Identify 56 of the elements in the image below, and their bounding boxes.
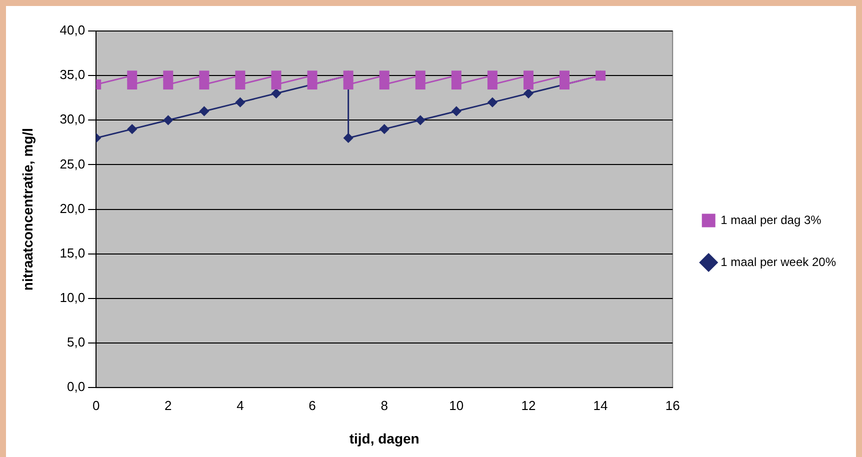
y-tick-label: 0,0 [67,379,86,394]
point [199,70,210,81]
point [379,80,390,90]
y-tick-label: 15,0 [60,245,86,260]
point [524,88,534,98]
x-tick-label: 4 [236,398,244,413]
x-tick-label: 2 [164,398,172,413]
point [163,70,174,81]
legend-label: 1 maal per dag 3% [720,212,822,227]
x-tick-label: 6 [308,398,316,413]
point [523,70,534,81]
point [127,124,137,134]
point [235,98,245,108]
y-tick-label: 25,0 [60,156,86,172]
point [451,80,462,90]
point [163,80,174,90]
y-axis-title: nitraatconcentratie, mg/l [19,128,36,291]
point [272,88,282,98]
y-tick-label: 35,0 [60,67,86,82]
point [307,70,318,81]
y-tick-label: 30,0 [60,112,86,127]
point [199,106,209,116]
x-tick-label: 8 [380,398,388,413]
point [416,115,426,125]
point [523,80,534,90]
point [451,70,462,81]
legend-label: 1 maal per week 20% [720,254,836,269]
x-tick-label: 12 [521,398,536,413]
point [560,70,570,81]
point [199,80,210,90]
point [127,70,138,81]
point [343,80,354,90]
point [271,80,282,90]
point [487,80,498,90]
x-tick-label: 0 [92,398,100,413]
y-tick-label: 40,0 [60,22,86,38]
point [452,106,462,116]
point [415,80,426,90]
x-axis-title: tijd, dagen [349,430,420,446]
y-tick-label: 5,0 [67,334,86,350]
point [163,115,173,125]
point [415,70,426,81]
x-tick-label: 16 [665,398,680,413]
point [344,133,354,143]
y-tick-label: 20,0 [60,200,86,216]
point [235,80,246,90]
y-tick-label: 10,0 [60,290,86,306]
x-tick-label: 14 [593,398,608,413]
point [380,124,390,134]
x-tick-label: 10 [449,398,464,413]
point [488,98,498,108]
point [127,80,138,90]
point [235,70,246,81]
point [271,70,282,81]
point [379,70,390,81]
point [487,70,498,81]
